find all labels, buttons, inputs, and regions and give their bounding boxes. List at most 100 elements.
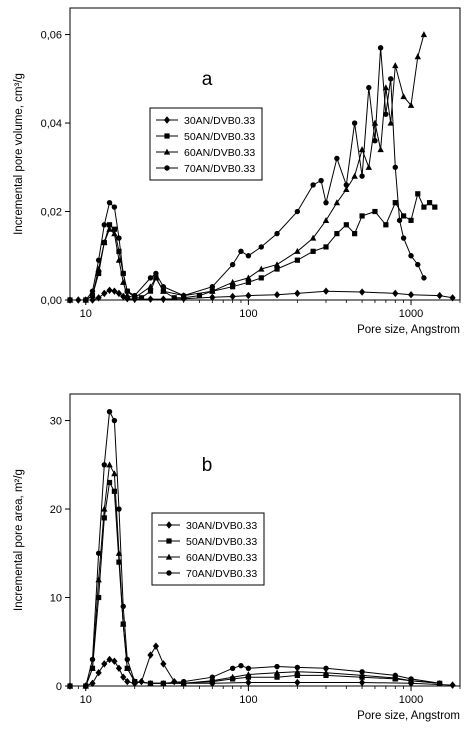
- panel-a-series-2-point: [196, 292, 203, 299]
- panel-b-series-4-point: [83, 683, 89, 689]
- panel-b-legend-swatch-marker: [166, 538, 172, 544]
- panel-a-series-4-point: [238, 248, 244, 255]
- panel-a-series-1-point: [358, 288, 366, 296]
- panel-b-y-tick-label: 10: [50, 593, 62, 605]
- panel-a-series-4-point: [318, 177, 324, 184]
- panel-b-series-4-point: [160, 680, 167, 687]
- panel-a-series-3-point: [111, 230, 118, 237]
- panel-a-series-4-point: [372, 138, 378, 144]
- panel-a-series-4-point: [101, 222, 107, 228]
- panel-a-series-4-point: [229, 261, 236, 268]
- panel-b-series-4-point: [436, 680, 443, 687]
- panel-a-series-3-point: [351, 172, 358, 179]
- panel-a-series-4-point: [116, 235, 122, 241]
- panel-b-legend-entry: 30AN/DVB0.33: [186, 520, 257, 532]
- panel-a-series-4-point: [132, 292, 138, 299]
- panel-b-series-3-point: [106, 461, 113, 468]
- panel-a-series-2-point: [392, 200, 398, 206]
- panel-b-legend-swatch-marker: [165, 521, 173, 529]
- panel-a-legend-swatch-marker: [163, 116, 171, 124]
- panel-a-series-2-point: [323, 244, 329, 250]
- panel-a-plot-frame: [69, 7, 461, 301]
- panel-a-series-3-point: [309, 234, 317, 241]
- panel-b-series-4-point: [147, 680, 154, 687]
- panel-b-series-2-point: [274, 674, 280, 680]
- panel-b-series-1-point: [294, 678, 301, 687]
- panel-a-series-3-point: [387, 119, 394, 126]
- panel-b-series-4-point: [116, 506, 122, 512]
- panel-b-series-4-point: [408, 676, 414, 682]
- panel-b-series-3-point: [245, 671, 252, 678]
- panel-b-series-4-point: [67, 683, 73, 689]
- panel-b-legend: 30AN/DVB0.33 50AN/DVB0.33 60AN/DVB0.33 70AN…: [151, 512, 265, 586]
- panel-a-series-4-point: [106, 199, 113, 206]
- panel-a-series-2-point: [96, 270, 102, 277]
- panel-a-series-2-point: [116, 248, 122, 254]
- panel-b-series-4-point: [245, 665, 252, 672]
- panel-b-series-1-point: [138, 677, 145, 686]
- panel-a-series-4-point: [408, 253, 414, 259]
- panel-a-y-tick-label: 0,02: [41, 207, 62, 219]
- panel-a-series-3-point: [147, 283, 154, 290]
- panel-a-series-3-point: [124, 292, 131, 299]
- panel-a-series-4-point: [160, 284, 167, 290]
- panel-b-series-3-point: [101, 505, 108, 512]
- panel-a-legend-entry: 60AN/DVB0.33: [184, 147, 255, 159]
- panel-a-series-3-point: [343, 185, 350, 192]
- panel-a-series-2-point: [343, 222, 349, 228]
- panel-a-series-4-point: [388, 76, 394, 82]
- panel-a-series-4-point: [67, 297, 73, 303]
- panel-b-series-1-point: [101, 660, 108, 668]
- panel-b-legend-entry: 70AN/DVB0.33: [186, 568, 257, 580]
- panel-b-series-1-point: [115, 664, 123, 673]
- panel-a-series-3-point: [89, 292, 96, 299]
- panel-a-series-2-point: [383, 222, 389, 228]
- panel-b-series-3-point: [89, 664, 96, 671]
- panel-a-series-4-point: [392, 164, 398, 170]
- panel-b-series-4-point: [294, 664, 301, 671]
- panel-a-series-1-point: [160, 295, 167, 303]
- panel-a-series-2-point: [415, 191, 421, 197]
- panel-b-series-1-point: [449, 681, 456, 689]
- panel-b-series-3-point: [322, 669, 330, 676]
- panel-a-series-4-point: [377, 45, 384, 51]
- panel-a-series-4-point: [89, 288, 96, 294]
- panel-b-series-1-point: [89, 679, 96, 688]
- panel-a-series-1-point: [95, 294, 102, 302]
- panel-b-series-4-point: [106, 408, 113, 415]
- panel-a-series-1-point: [245, 291, 252, 300]
- panel-b-y-tick-label: 0: [56, 681, 62, 693]
- panel-a-series-1-point: [322, 287, 330, 295]
- panel-b-series-4-point: [101, 462, 107, 468]
- panel-b-series-4-point: [229, 665, 236, 672]
- panel-b-series-2-point: [116, 559, 122, 565]
- panel-a-series-4-point: [323, 199, 329, 206]
- panel-a-series-3-point: [229, 278, 236, 285]
- panel-a-series-2-point: [334, 231, 340, 237]
- panel-a-series-3-point: [115, 256, 123, 263]
- panel-b-series-1-point: [152, 642, 160, 650]
- panel-b-x-axis-label: Pore size, Angstrom: [357, 710, 460, 722]
- panel-b-series-3-point: [294, 668, 301, 675]
- panel-b-series-4-point: [120, 603, 126, 610]
- panel-a-series-1-point: [101, 289, 108, 298]
- panel-a-series-1-point: [106, 286, 113, 294]
- panel-b-panel-letter: b: [202, 455, 213, 476]
- panel-b-series-4-point: [274, 663, 280, 670]
- panel-a-series-3-point: [420, 31, 428, 38]
- panel-a-series-3-point: [365, 163, 373, 170]
- panel-a-series-1-point: [294, 289, 301, 298]
- panel-a-series-2-point: [408, 217, 414, 223]
- panel-a-series-2-point: [274, 266, 280, 272]
- panel-a-series-4-point: [95, 257, 102, 263]
- panel-a-series-4-point: [400, 235, 407, 241]
- panel-a-series-4-point: [343, 182, 350, 188]
- panel-b-series-3-point: [95, 576, 102, 583]
- panel-a-series-3-point: [120, 278, 127, 285]
- panel-a-series-4-point: [209, 284, 216, 290]
- panel-a-series-2-point: [245, 279, 252, 285]
- panel-a-series-4-point: [124, 288, 130, 294]
- panel-b-series-1-point: [124, 677, 131, 686]
- panel-b-series-4-point: [89, 656, 96, 663]
